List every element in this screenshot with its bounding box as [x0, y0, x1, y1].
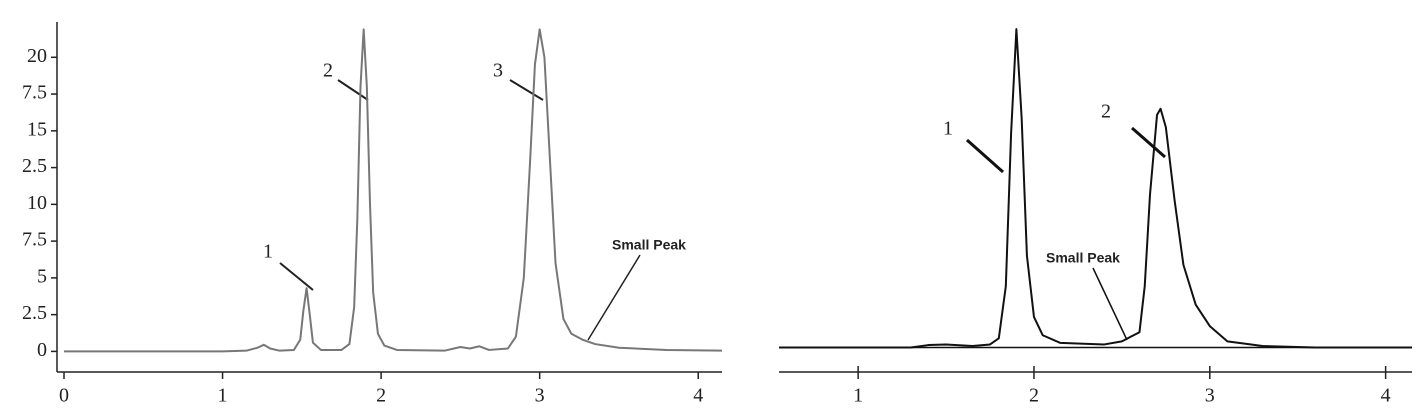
y-tick-label: 2.5	[22, 302, 47, 324]
y-tick-label: 0	[37, 339, 47, 361]
annotation-pointer	[1131, 126, 1166, 159]
x-tick-label: 3	[1205, 385, 1215, 407]
annotations-right: 1 2 Small Peak	[943, 101, 1166, 341]
annotation: 1	[943, 118, 953, 140]
y-tick-label: 5	[37, 265, 47, 287]
annotation: Small Peak	[612, 237, 686, 253]
annotation-pointer	[966, 138, 1004, 174]
annotation: 2	[1101, 101, 1111, 123]
y-tick-label: 20	[27, 45, 47, 67]
y-tick-label: 7.5	[22, 229, 47, 251]
annotation-pointer	[1092, 267, 1128, 341]
y-tick-label: 15	[27, 118, 47, 140]
x-tick-label: 2	[1029, 385, 1039, 407]
x-tick-label: 0	[59, 385, 69, 407]
annotation: 3	[493, 60, 503, 82]
annotation: Small Peak	[1046, 250, 1120, 266]
x-tick-label: 4	[693, 385, 703, 407]
x-tick-label: 3	[535, 385, 545, 407]
annotations-left: 1 2 3 Small Peak	[263, 60, 686, 341]
annotation-pointer	[587, 254, 641, 341]
annotation: 2	[323, 60, 333, 82]
annotation: 1	[263, 241, 273, 263]
x-tick-label: 2	[376, 385, 386, 407]
annotation-pointer	[337, 79, 369, 101]
chromatogram-line	[64, 28, 723, 353]
x-tick-label: 1	[218, 385, 228, 407]
y-tick-label: 7.5	[22, 82, 47, 104]
x-tick-label: 4	[1381, 385, 1391, 407]
chromatogram-line	[779, 28, 1412, 349]
y-tick-label: 2.5	[22, 155, 47, 177]
y-tick-label: 10	[27, 192, 47, 214]
annotation-pointer	[509, 79, 544, 101]
annotation-pointer	[279, 262, 314, 291]
x-tick-label: 1	[853, 385, 863, 407]
